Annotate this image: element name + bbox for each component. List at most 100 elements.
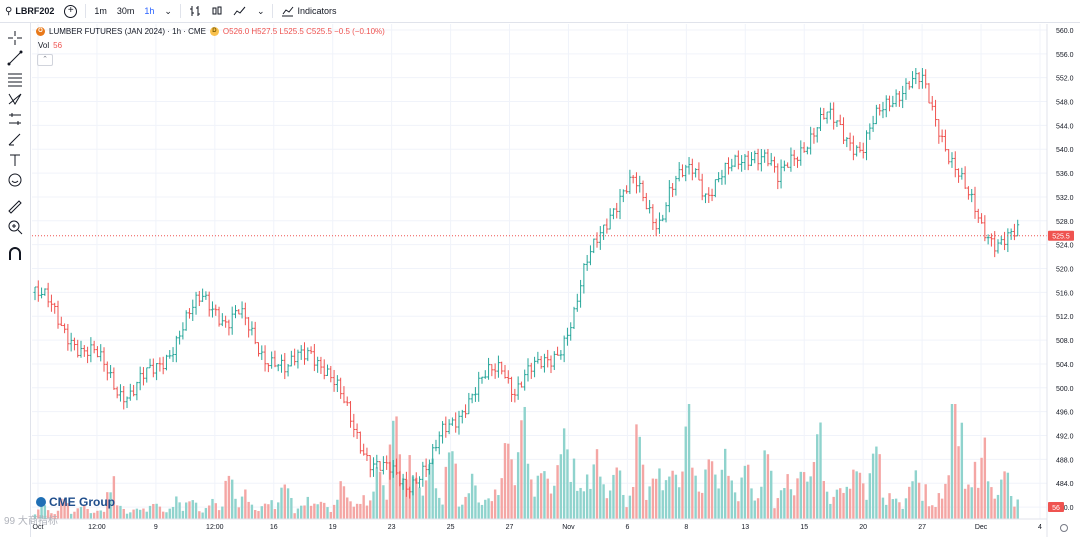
search-icon: ⚲: [5, 5, 13, 17]
interval-1m[interactable]: 1m: [94, 6, 107, 16]
volume-bar: [891, 499, 895, 519]
volume-bar: [273, 509, 277, 519]
interval-1h[interactable]: 1h: [144, 6, 155, 16]
price-tick-label: 488.0: [1056, 457, 1074, 464]
volume-bar: [608, 490, 612, 519]
volume-bar: [957, 446, 960, 519]
volume-bar: [595, 449, 599, 519]
time-axis[interactable]: Oct 12:00 9 12:00 16 19 23 25 27 Nov 6 8 13 15 20 27 Dec…: [32, 518, 1068, 532]
volume-bar: [779, 490, 783, 519]
time-tick-label: 12:00: [206, 524, 224, 531]
volume-bar: [493, 489, 497, 519]
volume-bar: [109, 492, 112, 519]
chevron-down-icon[interactable]: ⌄: [164, 5, 172, 16]
volume-bar: [806, 481, 809, 519]
collapse-legend-button[interactable]: ⌃: [37, 54, 53, 66]
volume-bar: [296, 508, 300, 519]
volume-bar: [766, 454, 770, 519]
volume-bar: [267, 504, 270, 519]
symbol-search[interactable]: ⚲ LBRF202: [0, 0, 59, 22]
volume-value: 56: [53, 41, 63, 50]
volume-bar: [927, 506, 931, 519]
volume-bar: [917, 482, 921, 519]
volume-bar: [947, 475, 950, 519]
volume-bar: [224, 480, 227, 519]
volume-bar: [562, 428, 566, 519]
text-icon[interactable]: [6, 151, 24, 169]
interval-30m[interactable]: 30m: [116, 6, 135, 16]
volume-bar: [658, 468, 661, 519]
volume-bar: [122, 508, 125, 519]
volume-bar: [802, 472, 806, 519]
volume-bar: [615, 467, 618, 519]
volume-bar: [888, 493, 891, 519]
volume-bar: [497, 495, 500, 519]
volume-bar: [921, 500, 924, 519]
volume-bar: [50, 513, 53, 519]
volume-bar: [421, 495, 425, 519]
crosshair-icon[interactable]: [6, 29, 24, 47]
settings-gear-icon[interactable]: [1060, 524, 1068, 532]
brush-icon[interactable]: [6, 130, 24, 148]
volume-bar: [513, 485, 517, 519]
divider: [272, 4, 274, 18]
area-icon: [233, 6, 246, 16]
volume-bar: [316, 504, 319, 519]
volume-bar: [293, 513, 296, 519]
volume-bar: [178, 502, 181, 519]
volume-bar: [638, 436, 641, 519]
prediction-icon[interactable]: [6, 110, 24, 128]
area-style-icon[interactable]: [228, 0, 252, 22]
price-axis[interactable]: 560.0 556.0 552.0 548.0 544.0 540.0 536.0 532.0…: [1046, 24, 1074, 537]
volume-bar: [477, 502, 480, 519]
magnet-icon[interactable]: [6, 245, 24, 263]
volume-bar: [730, 480, 733, 519]
time-tick-label: 25: [447, 524, 455, 531]
time-tick-label: 15: [800, 524, 808, 531]
volume-bar: [549, 493, 553, 519]
volume-bar: [536, 475, 540, 519]
volume-bar: [510, 459, 513, 519]
volume-bar: [786, 474, 789, 519]
last-volume-label: 56: [1052, 505, 1060, 512]
volume-bar: [980, 457, 983, 519]
volume-bar: [724, 448, 727, 519]
price-tick-label: 484.0: [1056, 481, 1074, 488]
indicators-button[interactable]: Indicators: [276, 0, 341, 22]
volume-bar: [635, 424, 638, 519]
volume-bar: [585, 474, 589, 519]
volume-bar: [175, 496, 178, 519]
chevron-down-icon[interactable]: ⌄: [256, 5, 265, 16]
volume-bar: [700, 492, 704, 519]
volume-bar: [83, 504, 86, 519]
volume-bar: [411, 476, 415, 519]
pattern-icon[interactable]: [6, 90, 24, 108]
volume-bar: [132, 509, 135, 519]
volume-bar: [194, 502, 198, 519]
volume-bar: [405, 479, 408, 519]
volume-bar: [474, 485, 477, 519]
compare-button[interactable]: +: [59, 0, 82, 22]
ruler-icon[interactable]: [6, 198, 24, 216]
time-tick-label: Nov: [562, 524, 575, 531]
volume-bar: [763, 450, 766, 519]
volume-bar: [1016, 499, 1019, 519]
candle-icon: [212, 6, 222, 15]
cme-group-logo: CME Group: [36, 495, 115, 509]
trend-line-icon[interactable]: [6, 49, 24, 67]
volume-bar: [533, 496, 536, 519]
emoji-icon[interactable]: [6, 171, 24, 189]
chart-legend: O LUMBER FUTURES (JAN 2024) · 1h · CME D…: [36, 27, 385, 36]
volume-bar: [944, 483, 947, 519]
volume-bar: [868, 473, 872, 519]
fib-retracement-icon[interactable]: [6, 70, 24, 88]
price-tick-label: 540.0: [1056, 147, 1074, 154]
price-tick-label: 508.0: [1056, 338, 1074, 345]
candles-style-icon[interactable]: [206, 0, 228, 22]
volume-bar: [313, 503, 316, 519]
bars-style-icon[interactable]: [184, 0, 206, 22]
zoom-in-icon[interactable]: [6, 218, 24, 236]
volume-bar: [579, 487, 582, 519]
last-volume-badge: [1048, 502, 1064, 512]
